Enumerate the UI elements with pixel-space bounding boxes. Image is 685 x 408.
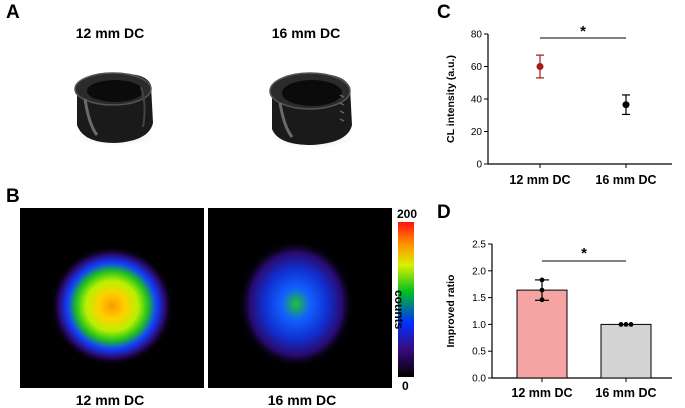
chart-c-point (536, 63, 544, 70)
chart-c: 0 20 40 60 80 CL intensity (a.u.) 12 mm DC 16 m… (445, 23, 672, 187)
panel-d-letter: D (437, 202, 451, 223)
chart-d-y-tick-label: 0.0 (472, 374, 486, 385)
panel-b-caption-16mm: 16 mm DC (267, 392, 337, 408)
panel-a-caption-12mm: 12 mm DC (75, 25, 145, 41)
heatmap-16mm (208, 208, 392, 388)
chart-d-x-tick-label: 12 mm DC (511, 386, 572, 400)
chart-d-significance-mark: * (581, 245, 587, 262)
chart-c-y-tick-label: 20 (471, 127, 483, 138)
chart-d-replicate-point (618, 322, 624, 327)
panel-a-letter: A (6, 2, 20, 23)
chart-d-y-tick-label: 0.5 (472, 347, 486, 358)
chart-d-y-tick-label: 1.5 (472, 293, 486, 304)
chart-d-bar (600, 323, 652, 379)
chart-d-replicate-point (539, 287, 545, 293)
chart-d-y-axis-label: Improved ratio (445, 275, 457, 348)
chart-d-y-tick-label: 2.5 (472, 240, 486, 251)
colorbar-max-label: 200 (397, 207, 418, 221)
chart-d-replicate-point (539, 297, 545, 303)
panel-b-letter: B (6, 186, 20, 207)
chart-c-y-tick-label: 0 (476, 160, 482, 171)
chart-d-replicate-point (623, 322, 629, 327)
chart-d-replicate-point (539, 277, 545, 283)
chart-c-y-tick-label: 80 (471, 30, 483, 41)
chart-c-y-tick-label: 60 (471, 62, 483, 73)
ring-photo-12mm (69, 72, 161, 147)
chart-d-y-tick-label: 1.0 (472, 320, 486, 331)
chart-d-bar (516, 289, 568, 379)
ring-photo-16mm (266, 72, 358, 149)
colorbar-min-label: 0 (402, 379, 409, 393)
chart-d-y-tick-label: 2.0 (472, 266, 486, 277)
panel-a-caption-16mm: 16 mm DC (271, 25, 341, 41)
panel-c-letter: C (437, 2, 451, 23)
chart-c-point (622, 101, 630, 109)
colorbar-title: counts (392, 290, 406, 330)
chart-d: 0.0 0.5 1.0 1.5 2.0 2.5 Improved ratio 12 mm DC… (445, 240, 672, 400)
chart-c-x-tick-label: 16 mm DC (595, 173, 656, 187)
colorbar (398, 222, 414, 377)
chart-d-replicate-point (628, 322, 634, 327)
chart-c-significance-mark: * (580, 23, 586, 40)
chart-d-x-tick-label: 16 mm DC (595, 386, 656, 400)
heatmap-12mm (20, 208, 204, 388)
chart-c-y-axis-label: CL intensity (a.u.) (445, 55, 457, 143)
chart-c-y-tick-label: 40 (471, 95, 483, 106)
panel-b-caption-12mm: 12 mm DC (75, 392, 145, 408)
chart-c-x-tick-label: 12 mm DC (509, 173, 570, 187)
